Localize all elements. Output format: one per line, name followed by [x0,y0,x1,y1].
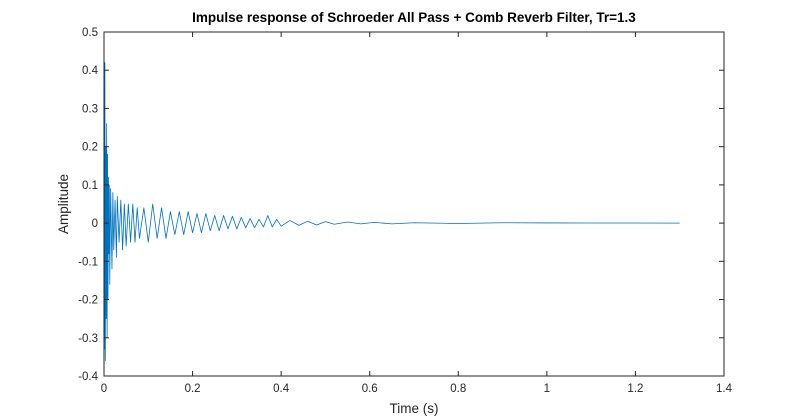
impulse-response-line [103,31,680,362]
y-axis-ticks: -0.4 -0.3 -0.2 -0.1 0 0.1 0.2 0.3 0.4 0.5 [78,27,724,383]
y-tick-label: 0.5 [82,27,98,39]
x-tick-label: 0.8 [450,383,466,395]
x-tick-label: 0.2 [185,383,201,395]
series-layer [103,31,680,362]
axes-box [103,31,725,377]
y-tick-label: -0.3 [78,333,98,345]
x-tick-label: 0 [101,383,107,395]
x-tick-label: 1.4 [716,383,733,395]
y-tick-label: 0.2 [82,142,98,154]
y-tick-label: 0 [92,218,98,230]
y-tick-label: -0.2 [78,295,98,307]
x-axis-label: Time (s) [390,401,439,416]
plot-area-background [104,32,724,376]
y-tick-label: 0.3 [82,103,98,115]
x-tick-label: 1 [544,383,550,395]
y-tick-label: 0.4 [82,65,99,77]
y-tick-label: -0.1 [78,256,98,268]
y-axis-label: Amplitude [56,174,71,234]
x-axis-ticks: 0 0.2 0.4 0.6 0.8 1 1.2 1.4 [101,32,733,395]
y-tick-label: 0.1 [82,180,98,192]
y-tick-label: -0.4 [78,371,98,383]
x-tick-label: 0.4 [273,383,290,395]
x-tick-label: 1.2 [627,383,643,395]
chart-title: Impulse response of Schroeder All Pass +… [192,10,636,25]
x-tick-label: 0.6 [362,383,378,395]
